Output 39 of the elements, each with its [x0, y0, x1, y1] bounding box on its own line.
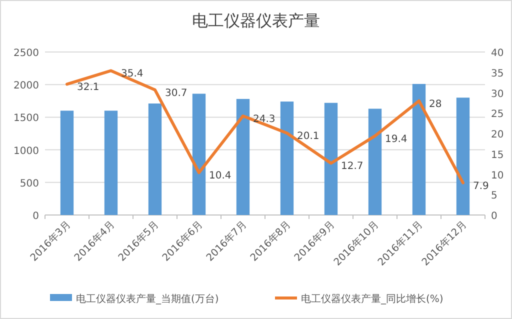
- bar: [412, 84, 426, 215]
- data-label: 24.3: [253, 114, 276, 125]
- bar: [148, 104, 162, 215]
- bar: [368, 108, 382, 215]
- data-label: 30.7: [165, 88, 188, 99]
- data-label: 28: [429, 98, 442, 110]
- chart-title: 电工仪器仪表产量: [192, 11, 320, 30]
- y2-tick-label: 30: [491, 88, 504, 100]
- data-label: 19.4: [385, 134, 408, 145]
- bar: [60, 110, 74, 215]
- y-tick-label: 500: [20, 178, 39, 190]
- y2-tick-label: 10: [491, 170, 504, 182]
- y-tick-label: 2000: [14, 80, 39, 92]
- legend-label: 电工仪器仪表产量_同比增长(%): [301, 293, 444, 305]
- y2-tick-label: 20: [491, 130, 504, 140]
- y-tick-label: 1000: [14, 146, 39, 157]
- y-tick-label: 1500: [14, 113, 39, 124]
- data-label: 20.1: [297, 131, 320, 142]
- data-label: 12.7: [341, 161, 364, 172]
- y2-tick-label: 25: [491, 109, 504, 120]
- bar: [192, 94, 206, 215]
- line-series: [66, 69, 464, 184]
- y2-tick-label: 0: [491, 211, 498, 222]
- y-tick-label: 2500: [14, 48, 39, 59]
- data-label: 7.9: [473, 180, 489, 192]
- y2-tick-label: 35: [491, 68, 504, 80]
- bar: [324, 102, 338, 215]
- y2-tick-label: 5: [491, 190, 498, 202]
- bar: [280, 102, 294, 215]
- data-label: 35.4: [121, 68, 144, 80]
- y2-tick-label: 40: [491, 48, 504, 59]
- y-tick-label: 0: [32, 211, 39, 222]
- bar: [456, 98, 470, 215]
- data-label: 10.4: [209, 170, 232, 182]
- bar: [104, 110, 118, 215]
- data-label: 32.1: [77, 82, 100, 94]
- legend-label: 电工仪器仪表产量_当期值(万台): [76, 293, 219, 305]
- y2-tick-label: 15: [491, 150, 504, 161]
- bar: [236, 98, 250, 215]
